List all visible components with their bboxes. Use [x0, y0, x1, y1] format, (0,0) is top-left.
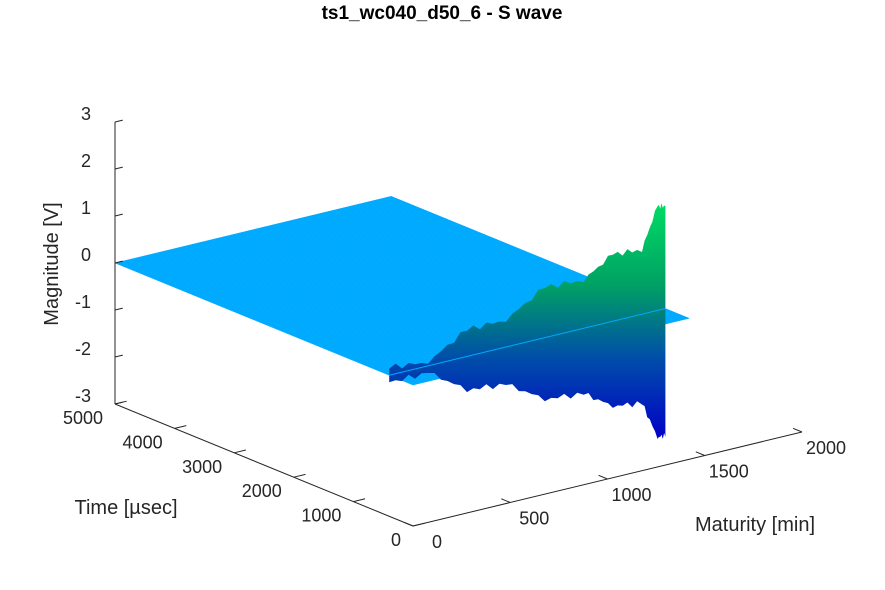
z-tick-label: -3 [75, 386, 91, 406]
x-tick-label: 0 [432, 532, 442, 552]
x-tick-mark [501, 498, 511, 503]
x-tick-label: 2000 [806, 438, 846, 458]
z-tick-mark [114, 260, 123, 264]
y-tick-mark [234, 449, 246, 454]
y-tick-mark [353, 498, 366, 503]
z-tick-label: -1 [75, 292, 91, 312]
x-tick-mark [403, 521, 414, 527]
x-tick-mark [695, 451, 705, 456]
y-tick-mark [174, 425, 187, 429]
chart-title: ts1_wc040_d50_6 - S wave [322, 3, 563, 24]
z-tick-label: 1 [81, 198, 91, 218]
z-tick-mark [114, 119, 123, 123]
z-tick-label: -2 [75, 339, 91, 359]
x-tick-label: 1500 [709, 462, 749, 482]
z-tick-label: 0 [81, 245, 91, 265]
x-tick-label: 1000 [611, 485, 651, 505]
x-tick-mark [598, 474, 608, 480]
envelope-center-trace [389, 308, 666, 376]
z-tick-label: 2 [81, 151, 91, 171]
y-tick-label: 5000 [63, 408, 103, 428]
z-tick-mark [114, 354, 123, 358]
y-tick-mark [293, 473, 306, 478]
y-axis-line [114, 403, 414, 527]
z-tick-mark [114, 307, 123, 311]
x-axis-label: Maturity [min] [695, 514, 815, 536]
z-tick-mark [114, 213, 123, 217]
y-tick-label: 2000 [242, 481, 282, 501]
y-tick-label: 1000 [301, 506, 341, 526]
x-tick-mark [792, 427, 803, 433]
y-tick-mark [412, 522, 425, 527]
signal-envelope [389, 203, 666, 439]
y-axis-label: Time [µsec] [74, 497, 177, 519]
ticks-layer: 0 500 1000 1500 2000 0 1000 2000 3000 4000 5000-3 -… [63, 104, 846, 552]
y-tick-label: 3000 [182, 457, 222, 477]
surface-layer [114, 196, 691, 439]
x-tick-label: 500 [519, 509, 549, 529]
z-tick-mark [114, 401, 123, 405]
y-tick-label: 4000 [123, 432, 163, 452]
z-tick-mark [114, 166, 123, 170]
y-tick-label: 0 [391, 530, 401, 550]
z-tick-label: 3 [81, 104, 91, 124]
z-axis-label: Magnitude [V] [41, 202, 63, 325]
